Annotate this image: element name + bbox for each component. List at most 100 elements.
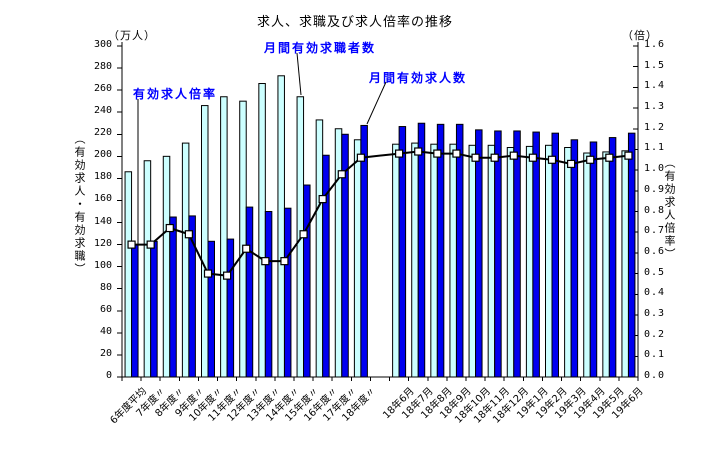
- ratio-marker: [414, 147, 423, 156]
- right-axis-unit: （倍）: [622, 29, 658, 42]
- seekers-bar: [201, 105, 209, 378]
- ratio-marker: [261, 257, 270, 266]
- left-axis-tick-label: 60: [99, 303, 112, 315]
- openings-bar: [417, 122, 426, 378]
- openings-bar: [494, 130, 502, 378]
- left-axis-tick-label: 120: [93, 237, 112, 249]
- openings-bar: [264, 211, 273, 378]
- openings-bar: [169, 216, 177, 378]
- right-axis-tick-label: 1.6: [644, 39, 666, 50]
- right-axis-title: （有効求人倍率）: [663, 157, 676, 261]
- openings-bar: [303, 184, 311, 378]
- ratio-marker: [567, 159, 576, 169]
- openings-bar: [360, 124, 368, 378]
- openings-bar: [589, 141, 598, 378]
- seekers-bar: [506, 147, 515, 378]
- ratio-marker: [452, 149, 461, 158]
- openings-bar: [570, 139, 579, 378]
- left-axis-tick-label: 40: [99, 325, 112, 337]
- right-axis-tick-label: 0.3: [644, 307, 666, 319]
- seekers-bar: [564, 147, 572, 378]
- openings-bar: [436, 123, 445, 378]
- right-axis-tick-label: 1.0: [644, 163, 666, 175]
- right-axis-tick-label: 0.6: [644, 245, 666, 257]
- left-axis-tick-label: 260: [93, 83, 112, 95]
- ratio-marker: [395, 149, 404, 158]
- seekers-bar: [277, 75, 285, 378]
- openings-bar: [207, 240, 215, 378]
- left-axis-tick-label: 240: [93, 105, 112, 117]
- ratio-marker: [299, 230, 308, 239]
- seekers-bar: [315, 119, 324, 378]
- seekers-bar: [220, 96, 228, 378]
- left-axis-tick-label: 20: [99, 347, 112, 359]
- openings-bar: [551, 132, 559, 378]
- ratio-marker: [586, 155, 595, 164]
- right-axis-tick-label: 0.8: [644, 204, 666, 216]
- right-axis-tick-label: 0.7: [644, 225, 666, 237]
- ratio-marker: [223, 271, 232, 280]
- left-axis-tick-label: 220: [93, 127, 112, 139]
- seekers-bar: [258, 83, 266, 378]
- chart-title: 求人、求職及び求人倍率の推移: [256, 15, 453, 30]
- ratio-marker: [528, 153, 537, 162]
- ratio-marker: [127, 240, 136, 249]
- seekers-bar: [449, 143, 457, 378]
- openings-bar: [532, 131, 540, 378]
- left-axis-title: （有効求人・有効求職）: [73, 133, 86, 276]
- ratio-marker: [280, 257, 289, 266]
- ratio-marker: [547, 155, 557, 164]
- openings-bar: [398, 126, 407, 378]
- ratio-marker: [318, 194, 327, 204]
- seekers-bar: [468, 144, 477, 378]
- seekers-bar: [239, 100, 247, 378]
- ratio-marker: [433, 149, 442, 158]
- left-axis-tick-label: 80: [99, 281, 112, 293]
- right-axis-tick-label: 1.3: [644, 101, 666, 113]
- annotation-openings-label: 月間有効求人数: [369, 71, 468, 85]
- right-axis-tick-label: 0.4: [644, 287, 666, 299]
- openings-bar: [283, 207, 292, 378]
- openings-pointer-line: [366, 81, 387, 125]
- right-axis-tick-label: 1.2: [644, 121, 666, 133]
- ratio-marker: [165, 223, 174, 233]
- openings-bar: [188, 215, 196, 378]
- ratio-marker: [146, 240, 155, 249]
- seekers-bar: [430, 143, 438, 378]
- ratio-marker: [184, 230, 193, 239]
- openings-bar: [226, 238, 235, 378]
- seekers-bar: [525, 145, 534, 378]
- ratio-marker: [203, 269, 213, 278]
- seekers-bar: [162, 155, 171, 378]
- right-axis-tick-label: 0.9: [644, 183, 666, 195]
- left-axis-tick-label: 100: [93, 259, 112, 271]
- right-axis-tick-label: 1.4: [644, 80, 666, 92]
- openings-bar: [150, 240, 158, 378]
- seekers-bar: [411, 142, 419, 378]
- ratio-marker: [509, 151, 518, 160]
- ratio-marker: [242, 244, 251, 253]
- ratio-marker: [624, 151, 633, 160]
- annotation-seekers-label: 月間有効求職者数: [264, 41, 377, 55]
- left-axis-tick-label: 0: [105, 370, 112, 381]
- right-axis-tick-label: 0.0: [644, 370, 666, 381]
- openings-bar: [131, 244, 139, 378]
- seekers-pointer-line: [296, 52, 302, 96]
- left-axis-tick-label: 200: [93, 149, 112, 161]
- openings-bar: [627, 132, 636, 378]
- right-axis-tick-label: 0.1: [644, 349, 666, 361]
- ratio-marker: [356, 153, 365, 162]
- openings-bar: [608, 137, 617, 378]
- openings-bar: [341, 133, 349, 378]
- ratio-marker: [490, 153, 499, 162]
- right-axis-tick-label: 0.2: [644, 328, 666, 340]
- annotation-ratio-label: 有効求人倍率: [133, 87, 218, 101]
- right-axis-tick-label: 1.1: [644, 142, 666, 154]
- seekers-bar: [621, 150, 629, 378]
- seekers-bar: [124, 171, 133, 378]
- seekers-bar: [545, 144, 553, 378]
- seekers-bar: [392, 143, 400, 378]
- right-axis-tick-label: 1.5: [644, 59, 666, 71]
